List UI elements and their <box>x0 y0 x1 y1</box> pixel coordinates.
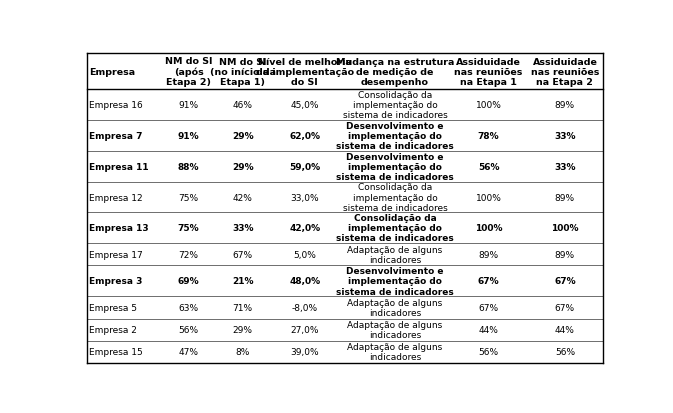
Text: 89%: 89% <box>479 250 499 259</box>
Text: 91%: 91% <box>178 131 199 140</box>
Text: 46%: 46% <box>233 100 253 109</box>
Text: Adaptação de alguns
indicadores: Adaptação de alguns indicadores <box>347 298 443 317</box>
Text: 100%: 100% <box>475 224 502 233</box>
Text: 88%: 88% <box>178 162 199 171</box>
Text: 67%: 67% <box>479 303 499 312</box>
Text: 45,0%: 45,0% <box>291 100 319 109</box>
Text: Empresa 15: Empresa 15 <box>90 347 143 356</box>
Text: Adaptação de alguns
indicadores: Adaptação de alguns indicadores <box>347 245 443 264</box>
Text: Consolidação da
implementação do
sistema de indicadores: Consolidação da implementação do sistema… <box>343 183 448 212</box>
Text: 67%: 67% <box>555 303 575 312</box>
Text: Empresa 17: Empresa 17 <box>90 250 143 259</box>
Text: 91%: 91% <box>178 100 199 109</box>
Text: 29%: 29% <box>233 325 253 334</box>
Text: Empresa 3: Empresa 3 <box>90 277 143 286</box>
Text: 48,0%: 48,0% <box>289 277 320 286</box>
Text: Empresa: Empresa <box>90 67 135 76</box>
Text: 42,0%: 42,0% <box>289 224 320 233</box>
Text: 8%: 8% <box>236 347 250 356</box>
Text: Empresa 7: Empresa 7 <box>90 131 143 140</box>
Text: 29%: 29% <box>232 131 254 140</box>
Text: 29%: 29% <box>232 162 254 171</box>
Text: 33%: 33% <box>554 131 575 140</box>
Text: Empresa 16: Empresa 16 <box>90 100 143 109</box>
Text: 5,0%: 5,0% <box>293 250 316 259</box>
Text: 59,0%: 59,0% <box>289 162 320 171</box>
Text: 56%: 56% <box>478 162 499 171</box>
Text: Assiduidade
nas reuniões
na Etapa 2: Assiduidade nas reuniões na Etapa 2 <box>531 57 599 86</box>
Text: Nível de melhoria
da implementação
do SI: Nível de melhoria da implementação do SI <box>256 57 354 86</box>
Text: 67%: 67% <box>233 250 253 259</box>
Text: Empresa 5: Empresa 5 <box>90 303 137 312</box>
Text: Empresa 13: Empresa 13 <box>90 224 149 233</box>
Text: 89%: 89% <box>555 250 575 259</box>
Text: Consolidação da
implementação do
sistema de indicadores: Consolidação da implementação do sistema… <box>336 214 454 243</box>
Text: 21%: 21% <box>232 277 254 286</box>
Text: Mudança na estrutura
de medição de
desempenho: Mudança na estrutura de medição de desem… <box>336 57 454 86</box>
Text: 78%: 78% <box>478 131 499 140</box>
Text: 56%: 56% <box>178 325 199 334</box>
Text: 33,0%: 33,0% <box>290 193 319 202</box>
Text: 62,0%: 62,0% <box>289 131 320 140</box>
Text: 89%: 89% <box>555 100 575 109</box>
Text: 100%: 100% <box>476 193 501 202</box>
Text: -8,0%: -8,0% <box>291 303 318 312</box>
Text: Desenvolvimento e
implementação do
sistema de indicadores: Desenvolvimento e implementação do siste… <box>336 152 454 181</box>
Text: NM do SI
(no início da
Etapa 1): NM do SI (no início da Etapa 1) <box>210 57 276 86</box>
Text: Empresa 12: Empresa 12 <box>90 193 143 202</box>
Text: 63%: 63% <box>178 303 199 312</box>
Text: Empresa 11: Empresa 11 <box>90 162 149 171</box>
Text: 39,0%: 39,0% <box>290 347 319 356</box>
Text: 75%: 75% <box>178 193 199 202</box>
Text: 100%: 100% <box>476 100 501 109</box>
Text: Adaptação de alguns
indicadores: Adaptação de alguns indicadores <box>347 320 443 339</box>
Text: 69%: 69% <box>178 277 199 286</box>
Text: 75%: 75% <box>178 224 199 233</box>
Text: Desenvolvimento e
implementação do
sistema de indicadores: Desenvolvimento e implementação do siste… <box>336 267 454 296</box>
Text: 33%: 33% <box>554 162 575 171</box>
Text: 44%: 44% <box>479 325 499 334</box>
Text: 72%: 72% <box>178 250 199 259</box>
Text: 67%: 67% <box>554 277 575 286</box>
Text: 33%: 33% <box>232 224 254 233</box>
Text: 56%: 56% <box>479 347 499 356</box>
Text: Adaptação de alguns
indicadores: Adaptação de alguns indicadores <box>347 342 443 361</box>
Text: Assiduidade
nas reuniões
na Etapa 1: Assiduidade nas reuniões na Etapa 1 <box>454 57 523 86</box>
Text: NM do SI
(após
Etapa 2): NM do SI (após Etapa 2) <box>165 57 213 87</box>
Text: 56%: 56% <box>555 347 575 356</box>
Text: Consolidação da
implementação do
sistema de indicadores: Consolidação da implementação do sistema… <box>343 90 448 119</box>
Text: 42%: 42% <box>233 193 253 202</box>
Text: 89%: 89% <box>555 193 575 202</box>
Text: 47%: 47% <box>178 347 199 356</box>
Text: Desenvolvimento e
implementação do
sistema de indicadores: Desenvolvimento e implementação do siste… <box>336 121 454 150</box>
Text: 44%: 44% <box>555 325 575 334</box>
Text: 71%: 71% <box>233 303 253 312</box>
Text: 100%: 100% <box>551 224 579 233</box>
Text: 27,0%: 27,0% <box>291 325 319 334</box>
Text: Empresa 2: Empresa 2 <box>90 325 137 334</box>
Text: 67%: 67% <box>478 277 499 286</box>
